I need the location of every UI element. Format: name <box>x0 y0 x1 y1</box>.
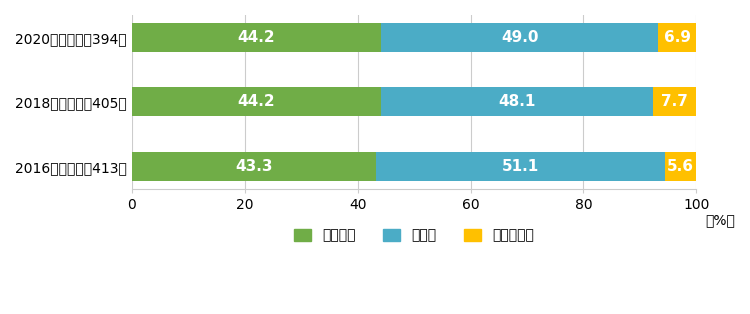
Bar <box>132 88 381 116</box>
Text: 7.7: 7.7 <box>662 95 688 110</box>
Bar <box>664 152 697 181</box>
Text: 6.9: 6.9 <box>664 30 691 45</box>
Bar <box>653 88 697 116</box>
Bar <box>376 152 664 181</box>
Text: 49.0: 49.0 <box>501 30 538 45</box>
Legend: なかった, あった, わからない: なかった, あった, わからない <box>289 223 539 248</box>
Bar <box>132 152 376 181</box>
Text: 43.3: 43.3 <box>236 159 273 174</box>
Text: 5.6: 5.6 <box>667 159 694 174</box>
Bar <box>132 23 381 52</box>
Bar <box>381 88 653 116</box>
Bar <box>381 23 658 52</box>
Text: （%）: （%） <box>705 213 735 227</box>
Text: 48.1: 48.1 <box>499 95 536 110</box>
Bar <box>658 23 697 52</box>
Text: 44.2: 44.2 <box>238 95 275 110</box>
Text: 44.2: 44.2 <box>238 30 275 45</box>
Text: 51.1: 51.1 <box>502 159 539 174</box>
